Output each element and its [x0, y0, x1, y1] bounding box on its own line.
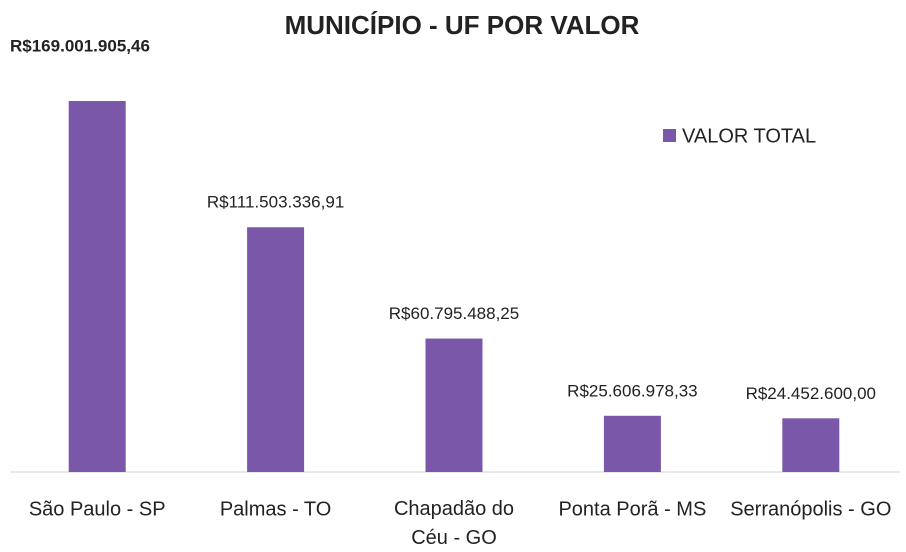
x-tick-label: Ponta Porã - MS: [558, 498, 706, 520]
x-tick-label: Palmas - TO: [220, 498, 332, 520]
x-tick-label: Chapadão do Céu - GO: [394, 498, 514, 549]
legend-swatch: [663, 129, 676, 142]
data-label: R$24.452.600,00: [746, 384, 876, 403]
data-label: R$169.001.905,46: [10, 36, 150, 55]
legend-label: VALOR TOTAL: [682, 125, 816, 147]
bar: [782, 418, 840, 472]
x-tick-label: São Paulo - SP: [29, 498, 166, 520]
bar: [603, 415, 661, 472]
x-tick-label: Serranópolis - GO: [730, 498, 891, 520]
data-label: R$111.503.336,91: [207, 193, 344, 212]
bar: [425, 338, 483, 472]
x-tick-label-line: Chapadão do: [394, 498, 514, 520]
chart-title: MUNICÍPIO - UF POR VALOR: [285, 10, 640, 40]
x-tick-label-line: Céu - GO: [411, 527, 497, 549]
bar: [68, 101, 126, 472]
bar: [247, 227, 305, 472]
data-label: R$60.795.488,25: [389, 304, 519, 323]
data-label: R$25.606.978,33: [567, 381, 697, 400]
